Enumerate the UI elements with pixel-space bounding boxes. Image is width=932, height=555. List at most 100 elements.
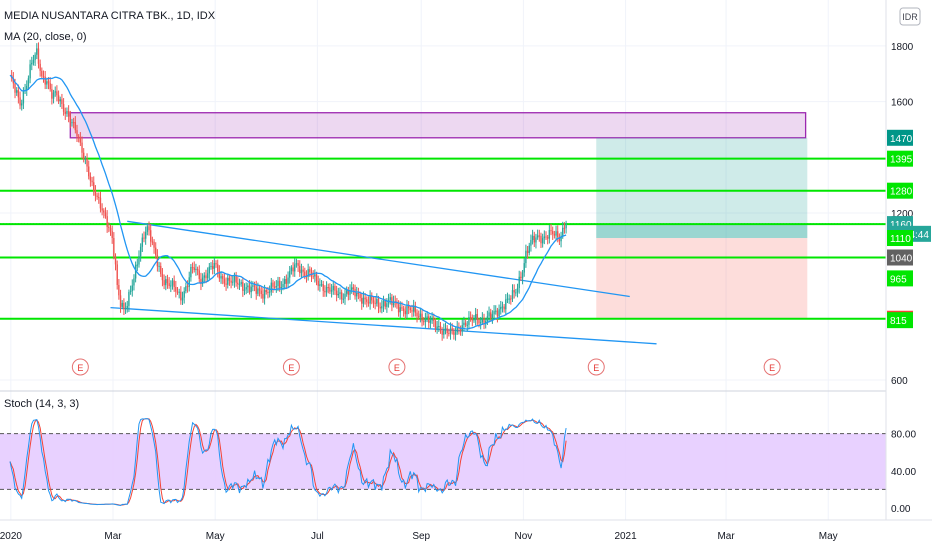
candle-body (541, 238, 544, 244)
candle-body (203, 275, 205, 278)
candle-body (185, 286, 187, 292)
candle-body (372, 300, 375, 303)
price-badge-1470[interactable]: 1470 (887, 129, 913, 146)
candle-body (52, 92, 55, 99)
candle-body (483, 318, 485, 324)
candle-body (510, 298, 512, 300)
earnings-marker[interactable]: E (282, 358, 300, 376)
candle-body (493, 311, 495, 315)
earnings-marker[interactable]: E (763, 358, 781, 376)
candle-body (263, 290, 266, 299)
trendline-2[interactable] (110, 306, 657, 345)
candle-body (449, 328, 452, 334)
candle-body (448, 333, 450, 335)
candle-body (272, 282, 274, 287)
candle-body (351, 287, 353, 291)
candle-body (508, 298, 510, 300)
candle-body (548, 230, 551, 239)
candle-body (235, 276, 237, 283)
long-position-target-zone[interactable] (596, 137, 808, 239)
earnings-marker[interactable]: E (388, 358, 406, 376)
candle-body (329, 287, 331, 292)
candle-body (366, 299, 368, 302)
candle-body (528, 245, 530, 254)
candle-body (330, 290, 333, 292)
candle-body (191, 267, 194, 269)
candle-body (438, 325, 440, 327)
stoch-legend-label[interactable]: Stoch (14, 3, 3) (4, 398, 79, 410)
trendline-1[interactable] (127, 220, 630, 298)
candle-body (126, 305, 128, 309)
candle-body (518, 276, 520, 288)
candle-body (414, 305, 417, 313)
candle-body (151, 241, 154, 243)
candle-body (57, 95, 60, 102)
candle-body (84, 158, 87, 160)
candle-body (124, 308, 127, 310)
candle-body (240, 282, 242, 285)
stoch-band-fill (0, 433, 886, 490)
candle-body (218, 271, 221, 279)
candle-body (379, 306, 381, 309)
candle-body (463, 322, 465, 326)
candle-body (245, 287, 247, 290)
price-badge-1395[interactable]: 1395 (887, 150, 913, 167)
candle-body (206, 273, 209, 279)
time-tick-label: Mar (717, 531, 735, 542)
candle-body (459, 328, 462, 332)
price-badge-1280[interactable]: 1280 (887, 182, 913, 199)
candle-body (371, 296, 373, 301)
candle-body (155, 247, 157, 256)
candle-body (433, 318, 435, 321)
candle-body (344, 293, 346, 299)
resistance-zone[interactable] (69, 112, 807, 139)
candle-body (392, 301, 395, 306)
candle-body (176, 291, 179, 293)
price-badge-1040[interactable]: 1040 (887, 249, 913, 266)
candle-body (56, 91, 58, 96)
candle-body (441, 330, 443, 335)
candle-body (520, 276, 522, 279)
time-axis[interactable] (0, 519, 932, 550)
candle-body (325, 287, 328, 293)
price-tick-label: 1200 (891, 209, 914, 220)
candle-body (434, 320, 437, 329)
candle-body (364, 297, 366, 300)
candle-body (334, 285, 336, 291)
stochastic-pane (0, 418, 886, 507)
candle-body (563, 227, 566, 229)
earnings-marker-text: E (288, 363, 294, 373)
candle-body (150, 230, 152, 242)
candle-body (327, 287, 329, 289)
price-badge-1110[interactable]: 1110 (887, 230, 913, 247)
candle-body (354, 289, 356, 297)
currency-badge[interactable]: IDR (899, 7, 921, 26)
candle-body (22, 91, 25, 104)
candle-body (171, 280, 174, 286)
candle-body (322, 284, 324, 291)
candle-body (86, 158, 88, 167)
earnings-marker-circle (71, 358, 89, 376)
price-badge-text: 1470 (890, 134, 913, 145)
time-axis-ticks: 2020 Mar May Jul Sep Nov 2021 Mar May (0, 531, 838, 542)
earnings-marker[interactable]: E (71, 358, 89, 376)
candle-body (213, 263, 216, 269)
time-tick-label: May (206, 531, 225, 542)
candle-body (491, 314, 494, 319)
earnings-marker[interactable]: E (587, 358, 605, 376)
price-badge-815[interactable]: 815 (887, 312, 913, 329)
candle-body (359, 293, 361, 299)
candle-body (290, 267, 293, 272)
ma-legend-label[interactable]: MA (20, close, 0) (4, 31, 87, 43)
candle-body (196, 268, 199, 271)
candle-body (253, 285, 256, 287)
price-tick-label: 1600 (891, 98, 914, 109)
long-position-stop-zone[interactable] (596, 238, 808, 319)
candle-body (195, 268, 197, 270)
price-badge-text: 1280 (890, 187, 913, 198)
price-badge-bg (887, 270, 913, 287)
candle-body (104, 212, 107, 217)
price-badge-965[interactable]: 965 (887, 270, 913, 287)
candle-body (19, 97, 21, 106)
